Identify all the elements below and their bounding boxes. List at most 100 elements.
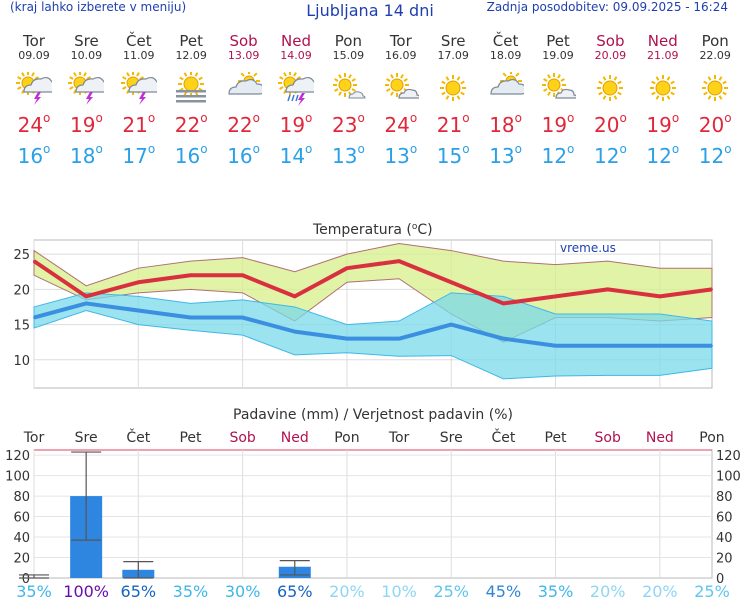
max-temperature: 21o [436, 111, 470, 137]
max-temperature: 22o [174, 111, 208, 137]
min-temperature-point [502, 337, 505, 340]
min-temperature-point [398, 337, 401, 340]
day-name: Ned [647, 32, 678, 50]
max-temperature-point [293, 295, 296, 298]
max-temperature: 24o [17, 111, 51, 137]
precipitation-probability: 45% [486, 582, 522, 600]
day-name: Pon [334, 32, 362, 50]
precip-day-label: Pon [334, 430, 359, 446]
max-temperature-point [33, 260, 35, 263]
error-bar [279, 559, 310, 576]
max-temperature-point [398, 260, 401, 263]
precipitation-probability: 35% [538, 582, 574, 600]
precip-day-label: Ned [281, 430, 309, 446]
max-temperature-point [85, 295, 88, 298]
precip-day-label: Sre [75, 430, 98, 446]
day-column: Čet 11.09 [113, 33, 165, 62]
day-name: Sre [440, 32, 466, 50]
cloud-sun-icon [489, 72, 524, 95]
day-column: Čet 18.09 [480, 33, 532, 62]
day-name: Čet [492, 32, 519, 50]
error-bar [71, 451, 102, 541]
day-date: 09.09 [18, 49, 50, 62]
precipitation-probability: 30% [225, 582, 261, 600]
day-name: Sre [74, 32, 99, 50]
max-temperature: 20o [593, 111, 627, 137]
day-column: Pet 12.09 [165, 33, 217, 62]
precipitation-probability: 100% [63, 582, 109, 600]
last-update: Zadnja posodobitev: 09.09.2025 - 16:24 [486, 0, 728, 14]
sun-fog-icon [176, 72, 207, 103]
y-tick-label-right: 0 [716, 572, 724, 587]
precip-day-label: Sob [595, 430, 621, 446]
precipitation-plot-area [33, 449, 713, 579]
day-column: Pon 22.09 [689, 33, 740, 62]
max-temperature: 22o [227, 111, 260, 137]
precip-day-label: Sre [440, 430, 463, 446]
min-temperature: 17o [122, 142, 156, 168]
error-bar [123, 561, 154, 579]
day-date: 15.09 [332, 49, 365, 62]
min-temperature: 14o [279, 142, 313, 168]
day-date: 20.09 [594, 49, 627, 62]
sun-cloud-rain-thunder-icon [278, 72, 314, 106]
day-date: 12.09 [175, 49, 207, 62]
precip-day-label: Tor [388, 430, 410, 446]
min-temperature: 12o [593, 142, 627, 168]
precipitation-chart-title: Padavine (mm) / Verjetnost padavin (%) [233, 407, 513, 423]
min-temperature: 13o [384, 142, 418, 168]
day-name: Ned [281, 32, 311, 50]
sun-icon [597, 75, 624, 101]
y-tick-label-left: 40 [13, 531, 30, 546]
sun-cloud-thunder-icon [120, 72, 157, 105]
day-name: Pon [701, 32, 729, 50]
min-temperature-point [345, 337, 348, 340]
precip-day-label: Sob [229, 430, 255, 446]
y-tick-label-right: 40 [716, 531, 733, 546]
day-date: 14.09 [280, 49, 312, 62]
max-temperature-point [711, 288, 713, 291]
precipitation-probability: 20% [642, 582, 678, 600]
precipitation-probability: 20% [590, 582, 626, 600]
min-temperature: 12o [541, 142, 575, 168]
day-column: Pon 15.09 [322, 33, 374, 62]
day-date: 17.09 [437, 49, 469, 62]
day-column: Ned 21.09 [637, 33, 689, 62]
min-temperature: 16o [227, 142, 260, 168]
day-name: Sob [596, 32, 625, 50]
min-temperature: 13o [489, 142, 522, 168]
y-tick-label-left: 100 [5, 470, 30, 485]
min-temperature-point [658, 344, 661, 347]
min-temperature: 12o [698, 142, 732, 168]
y-tick-label: 20 [13, 283, 30, 298]
max-temperature-point [658, 295, 661, 298]
max-temperature: 19o [541, 111, 575, 137]
min-temperature: 16o [174, 142, 208, 168]
min-temperature-point [606, 344, 609, 347]
max-temperature-point [137, 281, 140, 284]
y-tick-label-left: 20 [13, 552, 30, 567]
precipitation-probability: 35% [173, 582, 209, 600]
min-temperature: 13o [331, 142, 365, 168]
day-name: Tor [23, 32, 45, 50]
y-tick-label-left: 0 [22, 572, 30, 587]
sun-icon [440, 75, 467, 101]
sun-cloud-icon [542, 73, 576, 99]
max-temperature-point [606, 288, 609, 291]
day-name: Čet [126, 32, 152, 50]
day-name: Tor [389, 32, 412, 50]
day-name: Pet [546, 32, 570, 50]
precip-day-label: Pon [699, 430, 724, 446]
region-menu-hint[interactable]: (kraj lahko izberete v meniju) [10, 0, 187, 14]
max-temperature-line [32, 259, 713, 306]
day-column: Tor 09.09 [8, 33, 60, 62]
day-date: 13.09 [227, 49, 260, 62]
max-temperature-point [345, 267, 348, 270]
sun-cloud-icon [384, 73, 419, 99]
precipitation-probability: 20% [329, 582, 365, 600]
min-temperature-point [137, 309, 140, 312]
temperature-chart-title: Temperatura (oC) [312, 222, 433, 238]
precipitation-probability: 25% [433, 582, 469, 600]
max-temperature: 18o [489, 111, 522, 137]
